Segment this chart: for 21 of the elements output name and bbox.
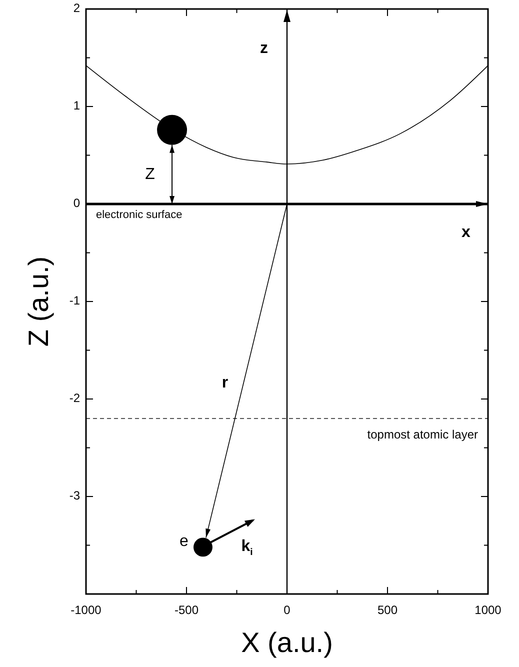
annotation: e	[180, 533, 189, 550]
x-tick-label: 500	[377, 603, 398, 617]
annotation: r	[222, 374, 228, 392]
legend-label: electronic surface	[96, 209, 182, 221]
x-axis-title: X (a.u.)	[241, 627, 333, 658]
y-tick-label: 2	[73, 1, 80, 16]
x-tick-label: 0	[284, 603, 291, 617]
annotation: Z	[145, 166, 156, 184]
x-tick-label: -1000	[70, 603, 102, 617]
x-tick-label: -500	[174, 603, 199, 617]
y-tick-label: -2	[69, 391, 80, 406]
annotation: z	[260, 40, 268, 58]
y-tick-label: -1	[69, 294, 80, 308]
ref-line-label: topmost atomic layer	[367, 428, 478, 442]
annotation: k$_{i}$	[241, 538, 253, 558]
x-tick-label: 1000	[474, 603, 502, 617]
y-tick-label: 0	[73, 196, 80, 210]
y-tick-label: -3	[69, 488, 80, 503]
y-axis-title: Z (a.u.)	[23, 256, 54, 347]
y-tick-label: 1	[73, 98, 80, 113]
annotation: x	[462, 224, 471, 242]
